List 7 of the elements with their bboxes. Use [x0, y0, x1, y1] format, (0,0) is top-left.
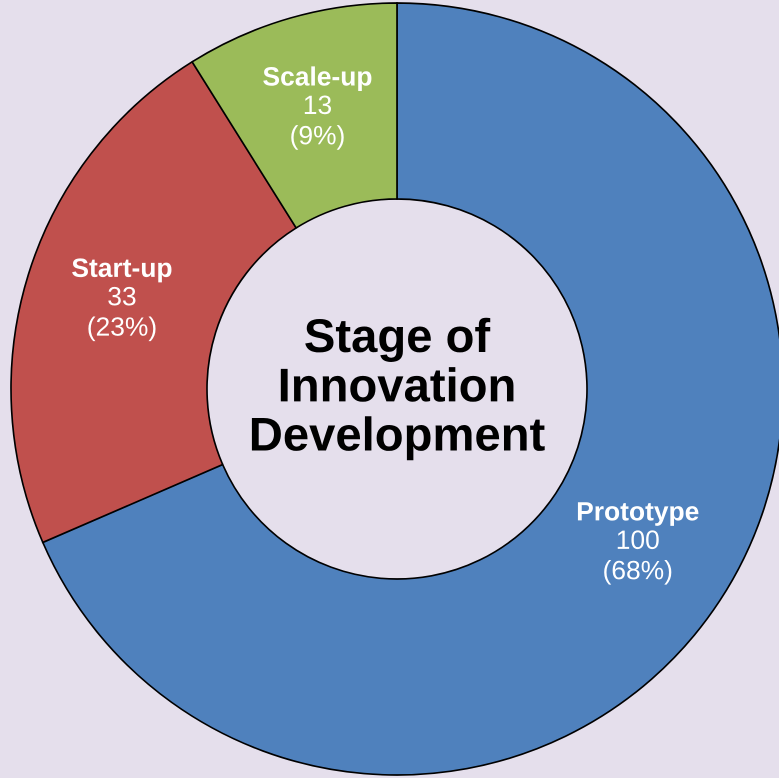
slice-label: Start-up: [72, 258, 172, 282]
text: Stage of Innovation Development: [252, 318, 545, 460]
data-label: 33 (23%): [88, 286, 156, 342]
slice-label: Prototype: [578, 502, 698, 526]
slice-label: Scale-up: [263, 66, 372, 91]
data-label: 13 (9%): [291, 96, 344, 150]
data-label: 100 (68%): [604, 530, 672, 585]
